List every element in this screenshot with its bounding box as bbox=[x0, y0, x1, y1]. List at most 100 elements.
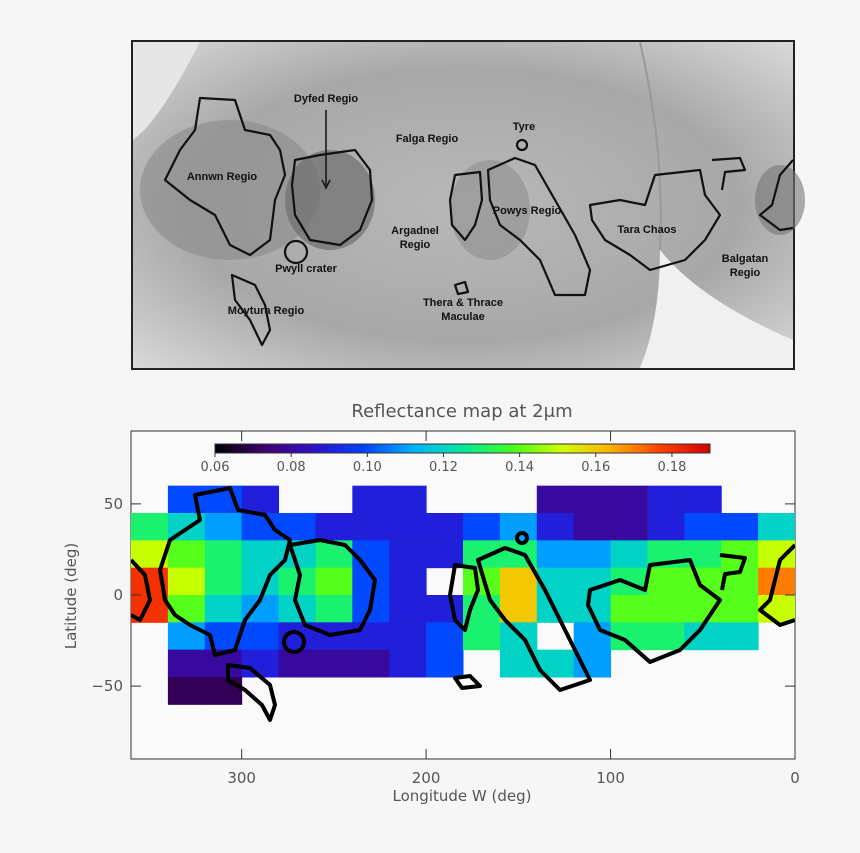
heatmap-cell bbox=[389, 540, 427, 569]
heatmap-cell bbox=[684, 485, 722, 514]
heatmap-cell bbox=[204, 595, 243, 623]
heatmap-cell bbox=[315, 649, 353, 678]
heatmap-cell bbox=[647, 513, 685, 541]
heatmap-cell bbox=[647, 567, 685, 596]
region-label: Regio bbox=[400, 239, 431, 251]
heatmap-cell bbox=[610, 540, 648, 569]
heatmap-cell bbox=[241, 540, 280, 569]
heatmap-cell bbox=[758, 540, 795, 569]
heatmap-cell bbox=[610, 595, 648, 623]
region-label: Thera & Thrace bbox=[423, 297, 503, 309]
region-label: Pwyll crater bbox=[275, 263, 337, 275]
heatmap-cell bbox=[315, 595, 353, 623]
region-label: Tara Chaos bbox=[617, 224, 676, 236]
heatmap-cell bbox=[167, 567, 206, 596]
y-tick-label: 50 bbox=[104, 495, 123, 513]
region-label: Powys Regio bbox=[493, 205, 562, 217]
heatmap-cell bbox=[573, 622, 612, 651]
y-axis-label: Latitude (deg) bbox=[62, 543, 80, 649]
heatmap-cell bbox=[426, 622, 464, 651]
heatmap-cell bbox=[536, 485, 575, 514]
heatmap-cell bbox=[315, 567, 353, 596]
heatmap-cell bbox=[204, 567, 243, 596]
heatmap-cell bbox=[167, 677, 206, 705]
heatmap-cell bbox=[721, 622, 759, 651]
heatmap-cell bbox=[536, 567, 575, 596]
heatmap-cell bbox=[389, 622, 427, 651]
heatmap-cell bbox=[241, 649, 280, 678]
heatmap-cell bbox=[352, 649, 390, 678]
heatmap-cell bbox=[499, 567, 538, 596]
colorbar-tick-label: 0.18 bbox=[657, 460, 686, 475]
heatmap-cell bbox=[241, 622, 280, 651]
heatmap-cell bbox=[389, 513, 427, 541]
heatmap-cell bbox=[241, 485, 280, 514]
heatmap-cell bbox=[352, 513, 390, 541]
heatmap-cell bbox=[463, 622, 501, 651]
region-label: Maculae bbox=[441, 311, 484, 323]
heatmap-cell bbox=[167, 540, 206, 569]
heatmap-cell bbox=[167, 595, 206, 623]
heatmap-cell bbox=[463, 513, 501, 541]
x-tick-label: 100 bbox=[596, 769, 625, 787]
heatmap-cell bbox=[536, 540, 575, 569]
chart-title: Reflectance map at 2μm bbox=[351, 401, 572, 422]
colorbar-tick-label: 0.12 bbox=[429, 460, 458, 475]
heatmap-cell bbox=[573, 485, 612, 514]
heatmap-cell bbox=[426, 513, 464, 541]
heatmap-cell bbox=[536, 513, 575, 541]
x-axis-label: Longitude W (deg) bbox=[393, 787, 532, 805]
region-label: Regio bbox=[730, 267, 761, 279]
heatmap-cell bbox=[647, 622, 685, 651]
heatmap-cell bbox=[573, 567, 612, 596]
heatmap-cell bbox=[204, 677, 243, 705]
heatmap-cell bbox=[315, 513, 353, 541]
y-tick-label: −50 bbox=[91, 677, 123, 695]
heatmap-cell bbox=[684, 567, 722, 596]
y-tick-label: 0 bbox=[113, 586, 123, 604]
heatmap-cell bbox=[204, 540, 243, 569]
region-outlines bbox=[131, 486, 795, 722]
colorbar-tick-label: 0.16 bbox=[581, 460, 610, 475]
heatmap-cell bbox=[573, 540, 612, 569]
heatmap-cell bbox=[389, 567, 427, 596]
colorbar-tick-label: 0.14 bbox=[505, 460, 534, 475]
heatmap-cell bbox=[647, 485, 685, 514]
region-label: Falga Regio bbox=[396, 133, 459, 145]
region-label: Moytura Regio bbox=[228, 305, 305, 317]
x-tick-label: 0 bbox=[790, 769, 800, 787]
heatmap-cell bbox=[426, 595, 464, 623]
heatmap-cell bbox=[352, 485, 390, 514]
heatmap-cell bbox=[610, 513, 648, 541]
colorbar-tick-label: 0.10 bbox=[353, 460, 382, 475]
heatmap-cell bbox=[426, 649, 464, 678]
heatmap-cell bbox=[131, 513, 169, 541]
heatmap-cell bbox=[758, 595, 795, 623]
heatmap-cell bbox=[389, 595, 427, 623]
region-label: Tyre bbox=[513, 121, 535, 133]
heatmap-cell bbox=[721, 513, 759, 541]
heatmap-cell bbox=[204, 513, 243, 541]
heatmap-cell bbox=[721, 595, 759, 623]
heatmap-cell bbox=[610, 485, 648, 514]
heatmap-cell bbox=[389, 485, 427, 514]
heatmap-cell bbox=[389, 649, 427, 678]
surface-image bbox=[131, 40, 805, 370]
region-label: Annwn Regio bbox=[187, 171, 258, 183]
colorbar bbox=[214, 443, 711, 454]
x-tick-label: 300 bbox=[227, 769, 256, 787]
heatmap-cell bbox=[167, 622, 206, 651]
colorbar-tick-label: 0.08 bbox=[277, 460, 306, 475]
heatmap-cell bbox=[352, 622, 390, 651]
heatmap-cell bbox=[573, 513, 612, 541]
heatmap-cell bbox=[278, 649, 316, 678]
heatmap-cell bbox=[647, 595, 685, 623]
region-label: Argadnel bbox=[391, 225, 439, 237]
region-label: Dyfed Regio bbox=[294, 93, 358, 105]
heatmap-cell bbox=[684, 513, 722, 541]
heatmap-cell bbox=[573, 649, 612, 678]
heatmap-cell bbox=[167, 649, 206, 678]
x-tick-label: 200 bbox=[412, 769, 441, 787]
region-label: Balgatan bbox=[722, 253, 769, 265]
